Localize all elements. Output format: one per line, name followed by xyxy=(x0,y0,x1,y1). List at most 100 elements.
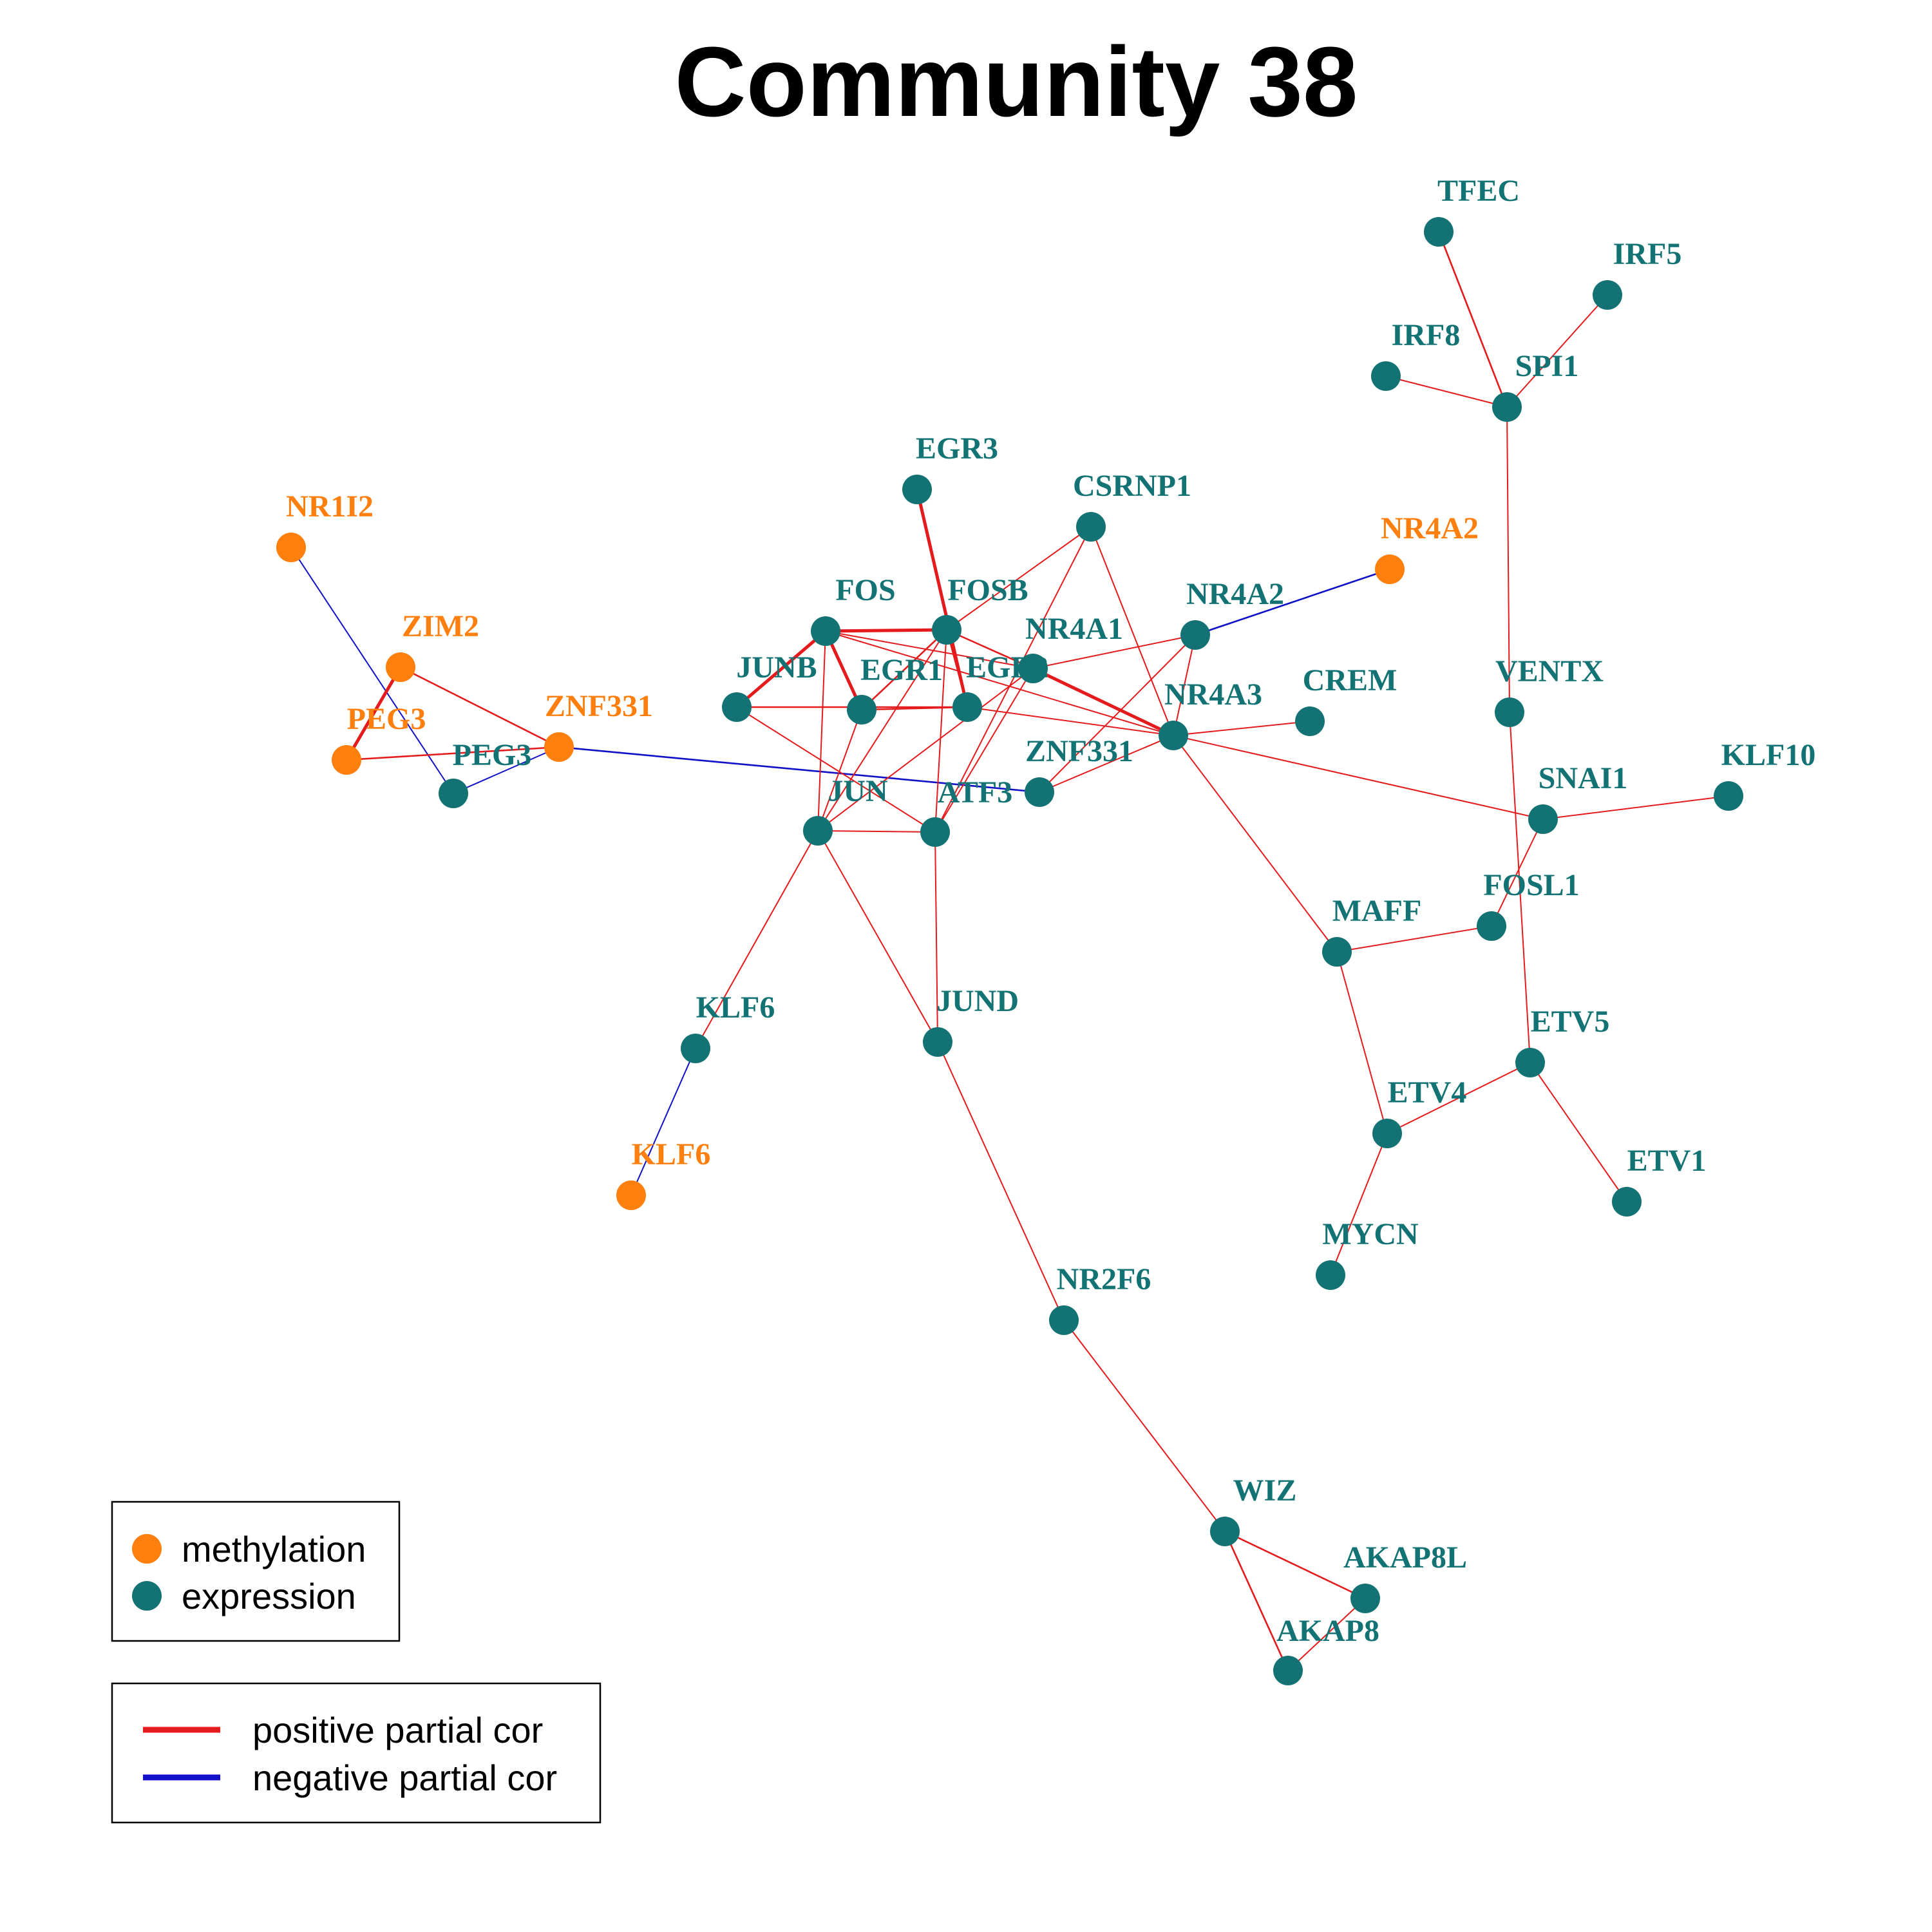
edge-e_FOSB-e_NR4A1 xyxy=(946,629,1034,670)
node-e_KLF10 xyxy=(1714,781,1743,811)
node-label-e_MAFF: MAFF xyxy=(1332,894,1422,928)
node-label-e_IRF8: IRF8 xyxy=(1392,318,1461,352)
node-e_ATF3 xyxy=(920,817,950,847)
node-label-e_FOSL1: FOSL1 xyxy=(1483,868,1579,902)
edge-e_NR4A3-e_SNAI1 xyxy=(1173,735,1544,820)
node-e_ETV5 xyxy=(1515,1048,1545,1077)
edge-e_JUN-e_KLF6 xyxy=(695,830,819,1049)
node-label-e_SPI1: SPI1 xyxy=(1515,349,1579,383)
edge-e_NR4A1-e_ATF3 xyxy=(934,668,1034,833)
edge-e_NR4A3-e_ZNF331 xyxy=(1039,735,1174,793)
edge-e_IRF5-e_SPI1 xyxy=(1506,294,1608,408)
edge-e_FOSL1-e_MAFF xyxy=(1336,925,1492,952)
edge-m_ZIM2-m_ZNF331 xyxy=(400,666,560,748)
node-label-e_EGR3: EGR3 xyxy=(916,431,998,466)
edge-e_ETV5-e_ETV4 xyxy=(1387,1062,1531,1134)
edge-e_NR4A2-e_NR4A1 xyxy=(1032,634,1196,669)
node-label-e_FOS: FOS xyxy=(835,573,895,607)
node-e_JUNB xyxy=(722,692,752,722)
node-label-e_CSRNP1: CSRNP1 xyxy=(1073,469,1191,503)
node-e_ZNF331 xyxy=(1025,777,1054,807)
node-e_EGR2 xyxy=(952,692,982,722)
node-e_JUN xyxy=(803,816,833,846)
node-label-e_NR4A3: NR4A3 xyxy=(1164,677,1262,712)
node-label-e_IRF5: IRF5 xyxy=(1613,237,1682,271)
node-label-e_CREM: CREM xyxy=(1303,663,1397,697)
node-e_ETV1 xyxy=(1612,1187,1642,1217)
node-e_WIZ xyxy=(1210,1517,1240,1546)
node-label-m_NR4A2: NR4A2 xyxy=(1381,511,1479,545)
edge-e_AKAP8L-e_AKAP8 xyxy=(1287,1598,1366,1671)
node-label-e_MYCN: MYCN xyxy=(1322,1217,1419,1251)
node-e_FOSB xyxy=(932,615,961,645)
node-label-m_ZIM2: ZIM2 xyxy=(402,609,479,643)
node-label-e_JUN: JUN xyxy=(828,774,888,808)
node-e_TFEC xyxy=(1424,217,1454,247)
edge-e_TFEC-e_SPI1 xyxy=(1437,231,1508,408)
node-label-e_NR4A2: NR4A2 xyxy=(1186,577,1284,611)
node-label-e_AKAP8L: AKAP8L xyxy=(1343,1540,1467,1575)
node-label-e_ETV4: ETV4 xyxy=(1388,1075,1467,1110)
node-e_MAFF xyxy=(1322,937,1352,967)
edge-e_FOS-e_NR4A1 xyxy=(825,630,1034,669)
node-label-e_ATF3: ATF3 xyxy=(938,775,1012,810)
edge-e_MAFF-e_ETV4 xyxy=(1336,951,1388,1134)
edge-e_FOS-e_NR4A3 xyxy=(825,630,1174,736)
edge-e_SPI1-e_VENTX xyxy=(1506,406,1510,713)
node-e_CREM xyxy=(1295,706,1325,736)
node-label-e_SNAI1: SNAI1 xyxy=(1539,761,1628,795)
node-e_IRF8 xyxy=(1371,361,1401,391)
edge-e_VENTX-e_ETV5 xyxy=(1509,712,1531,1063)
node-label-e_AKAP8: AKAP8 xyxy=(1276,1614,1379,1648)
edge-e_EGR2-e_NR4A3 xyxy=(967,706,1174,736)
edge-e_WIZ-e_AKAP8 xyxy=(1224,1531,1289,1671)
expression-legend-label: expression xyxy=(182,1576,356,1616)
node-e_AKAP8L xyxy=(1350,1584,1380,1613)
node-e_NR4A1 xyxy=(1018,654,1048,683)
node-e_NR4A2 xyxy=(1180,620,1210,650)
node-m_ZIM2 xyxy=(386,652,415,682)
edge-e_NR4A1-e_NR4A3 xyxy=(1032,667,1175,737)
edge-m_NR1I2-e_PEG3 xyxy=(290,547,454,794)
node-m_ZNF331 xyxy=(544,732,574,762)
edge-e_JUND-e_NR2F6 xyxy=(937,1041,1065,1321)
edge-m_KLF6-e_KLF6 xyxy=(630,1048,696,1196)
methylation-legend-label: methylation xyxy=(182,1529,366,1569)
edge-e_FOSB-e_JUN xyxy=(817,629,947,831)
edge-e_ATF3-e_JUND xyxy=(934,831,938,1043)
edge-e_JUN-e_ATF3 xyxy=(817,830,936,833)
node-label-e_KLF6: KLF6 xyxy=(696,990,775,1025)
node-label-m_ZNF331: ZNF331 xyxy=(545,689,653,723)
node-e_NR4A3 xyxy=(1159,721,1188,750)
node-label-e_EGR2: EGR2 xyxy=(966,650,1048,685)
node-e_SNAI1 xyxy=(1528,804,1558,834)
node-type-legend: methylation expression xyxy=(111,1501,401,1642)
edge-e_FOSB-e_ATF3 xyxy=(934,629,947,833)
edge-e_NR4A3-e_MAFF xyxy=(1173,735,1338,952)
node-legend-frame xyxy=(111,1501,401,1642)
edge-legend-frame xyxy=(111,1682,601,1824)
node-e_NR2F6 xyxy=(1049,1305,1079,1335)
node-m_KLF6 xyxy=(616,1180,646,1210)
edge-m_ZIM2-m_PEG3 xyxy=(345,666,402,761)
node-label-e_PEG3: PEG3 xyxy=(453,738,532,772)
edge-e_NR4A3-e_CREM xyxy=(1173,721,1311,736)
edge-e_IRF8-e_SPI1 xyxy=(1385,375,1508,408)
edge-e_NR2F6-e_WIZ xyxy=(1063,1320,1226,1532)
negative-legend-label: negative partial cor xyxy=(252,1757,557,1798)
edge-e_SNAI1-e_FOSL1 xyxy=(1491,819,1544,927)
edge-e_PEG3-m_ZNF331 xyxy=(453,746,560,794)
node-label-e_ETV5: ETV5 xyxy=(1531,1005,1610,1039)
node-e_ETV4 xyxy=(1372,1119,1402,1148)
edge-m_NR4A2-e_NR4A2 xyxy=(1195,568,1390,636)
node-m_NR1I2 xyxy=(276,533,306,562)
node-label-e_VENTX: VENTX xyxy=(1495,654,1604,688)
nodes-layer xyxy=(276,217,1743,1685)
node-e_IRF5 xyxy=(1593,280,1622,310)
edge-e_ETV5-e_ETV1 xyxy=(1530,1062,1627,1202)
node-e_FOSL1 xyxy=(1477,911,1506,941)
node-label-e_FOSB: FOSB xyxy=(947,573,1028,607)
edge-e_WIZ-e_AKAP8L xyxy=(1224,1530,1366,1600)
edge-e_ETV4-e_MYCN xyxy=(1330,1133,1388,1276)
edge-e_EGR1-e_EGR2 xyxy=(861,706,968,711)
